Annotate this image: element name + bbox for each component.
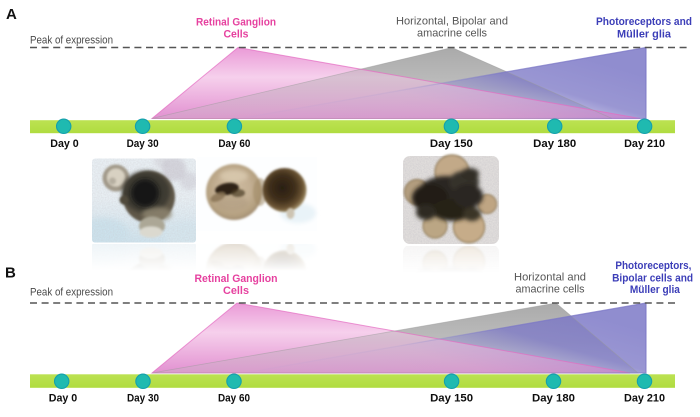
svg-text:Cells: Cells bbox=[224, 29, 249, 41]
svg-text:Peak of expression: Peak of expression bbox=[30, 287, 113, 299]
svg-text:Photoreceptors,: Photoreceptors, bbox=[615, 260, 691, 272]
svg-text:Horizontal, Bipolar and: Horizontal, Bipolar and bbox=[396, 16, 508, 28]
svg-text:amacrine cells: amacrine cells bbox=[417, 28, 487, 40]
svg-text:Day 30: Day 30 bbox=[127, 138, 159, 150]
svg-text:Horizontal and: Horizontal and bbox=[514, 272, 586, 284]
svg-text:Müller glia: Müller glia bbox=[630, 284, 681, 296]
svg-text:Day 0: Day 0 bbox=[50, 138, 79, 150]
svg-text:Day 180: Day 180 bbox=[532, 393, 575, 405]
svg-text:Retinal Ganglion: Retinal Ganglion bbox=[195, 273, 278, 285]
svg-text:Bipolar cells and: Bipolar cells and bbox=[612, 272, 693, 284]
svg-text:Day 150: Day 150 bbox=[430, 138, 473, 150]
svg-text:Day 150: Day 150 bbox=[430, 393, 473, 405]
svg-text:Day 60: Day 60 bbox=[218, 138, 250, 150]
svg-text:Day 0: Day 0 bbox=[49, 393, 78, 405]
svg-text:Day 210: Day 210 bbox=[624, 393, 665, 405]
svg-text:Day 180: Day 180 bbox=[533, 138, 576, 150]
svg-text:Cells: Cells bbox=[223, 285, 249, 297]
svg-text:Müller glia: Müller glia bbox=[617, 29, 672, 41]
svg-text:A: A bbox=[6, 6, 17, 23]
svg-text:amacrine cells: amacrine cells bbox=[516, 284, 585, 296]
svg-text:Retinal Ganglion: Retinal Ganglion bbox=[196, 17, 276, 29]
svg-text:Day 210: Day 210 bbox=[624, 138, 665, 150]
svg-text:Photoreceptors and: Photoreceptors and bbox=[596, 16, 692, 28]
svg-text:Day 30: Day 30 bbox=[127, 393, 159, 405]
svg-text:Peak of expression: Peak of expression bbox=[30, 35, 113, 47]
svg-text:B: B bbox=[5, 265, 16, 282]
svg-text:Day 60: Day 60 bbox=[218, 393, 250, 405]
